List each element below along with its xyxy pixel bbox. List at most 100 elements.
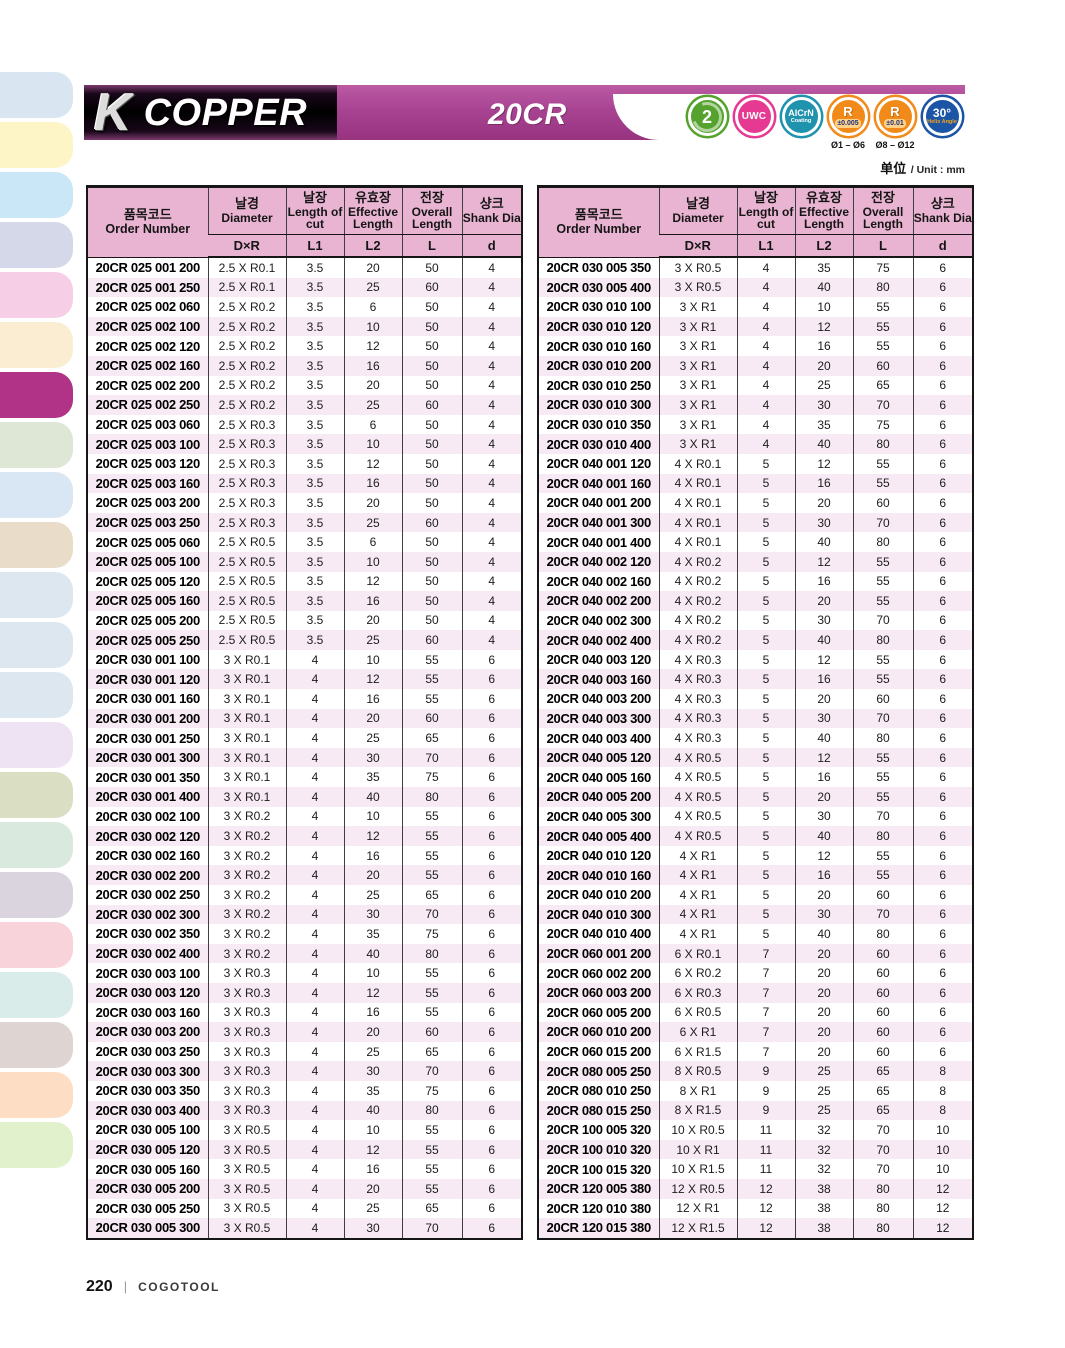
value-cell: 55 [852,591,913,611]
value-cell: 3.5 [285,277,344,298]
value-cell: 10 [912,1120,973,1140]
value-cell: 2.5 X R0.2 [207,336,286,356]
value-cell: 70 [852,806,913,827]
badge-flute-count: 2 [685,94,729,150]
value-cell: 30 [343,747,402,768]
value-cell: 35 [343,1080,402,1101]
value-cell: 6 [461,649,522,670]
order-number-cell: 20CR 030 002 250 [95,887,201,903]
value-cell: 38 [794,1178,853,1199]
order-number-cell: 20CR 120 005 380 [546,1181,652,1197]
value-cell: 12 [794,453,853,474]
value-cell: 4 [461,532,522,552]
order-number-cell: 20CR 040 005 160 [546,769,652,785]
value-cell: 20 [343,610,402,631]
value-cell: 6 [912,728,973,748]
table-row: 20CR 025 005 160 2.5 X R0.5 3.5 16 50 4 [87,591,522,611]
value-cell: 30 [794,395,853,415]
table-row: 20CR 030 001 100 3 X R0.1 4 10 55 6 [87,649,522,670]
value-cell: 3.5 [285,434,344,454]
value-cell: 16 [794,336,853,356]
col-header-effective-length: 유효장 Effective Length [343,186,402,235]
value-cell: 3.5 [285,336,344,356]
value-cell: 6 [461,669,522,690]
value-cell: 6 [912,355,973,376]
section-tab [0,522,73,568]
order-number-cell: 20CR 030 003 350 [95,1083,201,1099]
value-cell: 6 [912,375,973,396]
value-cell: 80 [852,630,913,650]
value-cell: 3 X R0.5 [207,1139,286,1160]
value-cell: 4 [285,865,344,885]
value-cell: 80 [852,826,913,846]
value-cell: 6 [461,924,522,944]
value-cell: 3 X R0.1 [207,747,286,768]
order-number-cell: 20CR 025 003 160 [95,475,201,491]
value-cell: 12 [794,551,853,572]
value-cell: 55 [401,649,462,670]
symbol-l1: L1 [285,234,344,258]
value-cell: 40 [343,943,402,964]
table-row: 20CR 030 003 160 3 X R0.3 4 16 55 6 [87,1002,522,1023]
value-cell: 25 [794,1061,853,1081]
table-row: 20CR 025 005 100 2.5 X R0.5 3.5 10 50 4 [87,551,522,572]
value-cell: 40 [794,277,853,298]
value-cell: 4 [736,395,795,415]
value-cell: 6 [461,806,522,827]
value-cell: 75 [852,414,913,435]
order-number-cell: 20CR 030 003 120 [95,985,201,1001]
value-cell: 55 [852,767,913,788]
value-cell: 10 [794,297,853,317]
value-cell: 6 [912,297,973,317]
value-cell: 4 [285,1139,344,1160]
table-row: 20CR 030 001 400 3 X R0.1 4 40 80 6 [87,787,522,807]
value-cell: 6 [912,434,973,454]
value-cell: 4 [461,414,522,435]
value-cell: 7 [736,943,795,964]
value-cell: 2.5 X R0.3 [207,473,286,494]
value-cell: 6 [912,649,973,670]
value-cell: 4 [461,630,522,650]
value-cell: 6 [461,1061,522,1081]
order-number-cell: 20CR 030 001 200 [95,710,201,726]
value-cell: 3 X R0.5 [207,1198,286,1219]
order-number-cell: 20CR 060 002 200 [546,965,652,981]
value-cell: 55 [852,845,913,866]
order-number-cell: 20CR 025 001 250 [95,279,201,295]
value-cell: 20 [794,885,853,905]
value-cell: 3 X R0.2 [207,826,286,846]
value-cell: 3 X R1 [658,355,737,376]
order-number-cell: 20CR 040 001 160 [546,475,652,491]
value-cell: 20 [794,1002,853,1023]
value-cell: 6 [912,904,973,925]
value-cell: 16 [794,865,853,885]
value-cell: 6 [912,747,973,768]
order-number-cell: 20CR 030 003 300 [95,1063,201,1079]
value-cell: 5 [736,826,795,846]
value-cell: 3 X R0.5 [207,1159,286,1179]
value-cell: 4 X R0.2 [658,610,737,631]
value-cell: 9 [736,1100,795,1121]
col-header-diameter: 날경 Diameter [658,186,737,235]
table-row: 20CR 030 005 100 3 X R0.5 4 10 55 6 [87,1120,522,1140]
value-cell: 3 X R1 [658,414,737,435]
value-cell: 5 [736,571,795,592]
value-cell: 2.5 X R0.3 [207,453,286,474]
value-cell: 20 [343,375,402,396]
value-cell: 80 [852,277,913,298]
page-footer: 220 | COGOTOOL [86,1278,220,1296]
value-cell: 3.5 [285,355,344,376]
value-cell: 5 [736,591,795,611]
table-row: 20CR 030 003 350 3 X R0.3 4 35 75 6 [87,1080,522,1101]
value-cell: 3.5 [285,630,344,650]
order-number-cell: 20CR 100 010 320 [546,1142,652,1158]
value-cell: 6 [912,689,973,709]
value-cell: 80 [852,728,913,748]
value-cell: 4 [285,826,344,846]
table-row: 20CR 040 010 300 4 X R1 5 30 70 6 [538,904,973,925]
value-cell: 4 X R0.2 [658,551,737,572]
value-cell: 30 [343,1061,402,1081]
order-number-cell: 20CR 040 001 400 [546,534,652,550]
value-cell: 30 [343,1218,402,1239]
value-cell: 6 [461,747,522,768]
